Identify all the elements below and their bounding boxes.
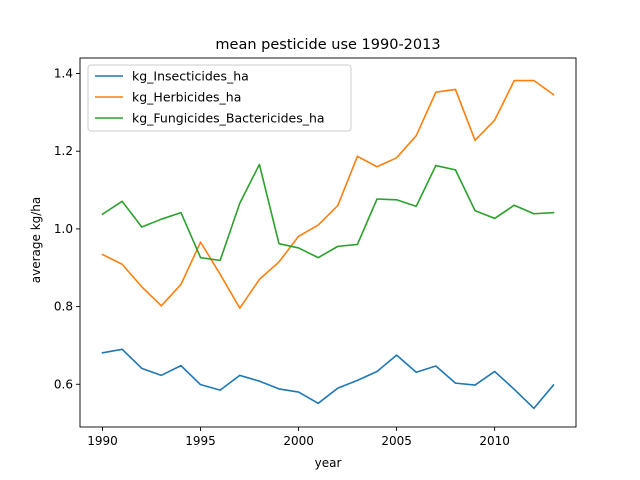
y-tick-label-2: 1.0 (54, 222, 73, 236)
axes-group: 1990 1995 2000 2005 2010 0.6 0.8 1.0 1.2 1.4 (54, 57, 577, 448)
legend-label-2: kg_Fungicides_Bactericides_ha (132, 111, 325, 126)
y-tick-label-1: 0.8 (54, 300, 73, 314)
series-line-2 (101, 163, 555, 262)
x-axis-label: year (315, 456, 342, 470)
x-tick-label-2: 2000 (283, 434, 314, 448)
y-tick-label-3: 1.2 (54, 144, 73, 158)
chart-title: mean pesticide use 1990-2013 (215, 37, 440, 53)
legend-box (87, 64, 352, 132)
plot-frame (79, 57, 577, 428)
y-tick-label-4: 1.4 (54, 67, 73, 81)
legend-label-0: kg_Insecticides_ha (132, 69, 249, 84)
series-line-1 (101, 79, 555, 309)
x-tick-label-4: 2010 (479, 434, 510, 448)
series-line-0 (101, 348, 555, 410)
y-axis-label: average kg/ha (29, 197, 43, 284)
x-tick-label-1: 1995 (185, 434, 216, 448)
x-tick-label-3: 2005 (381, 434, 412, 448)
x-tick-label-0: 1990 (87, 434, 118, 448)
y-tick-label-0: 0.6 (54, 377, 73, 391)
legend: kg_Insecticides_ha kg_Herbicides_ha kg_Fun… (87, 64, 352, 132)
legend-label-1: kg_Herbicides_ha (132, 90, 241, 105)
plot-lines-group (101, 79, 555, 410)
